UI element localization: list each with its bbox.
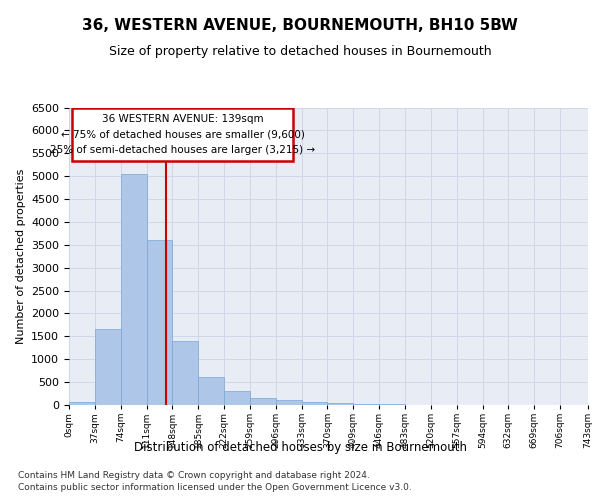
Bar <box>250 398 276 405</box>
Bar <box>328 402 353 405</box>
Bar <box>224 392 250 405</box>
Text: Distribution of detached houses by size in Bournemouth: Distribution of detached houses by size … <box>133 441 467 454</box>
Text: Size of property relative to detached houses in Bournemouth: Size of property relative to detached ho… <box>109 45 491 58</box>
Text: Contains public sector information licensed under the Open Government Licence v3: Contains public sector information licen… <box>18 483 412 492</box>
Bar <box>276 400 302 405</box>
Text: Contains HM Land Registry data © Crown copyright and database right 2024.: Contains HM Land Registry data © Crown c… <box>18 471 370 480</box>
Bar <box>302 402 328 405</box>
Bar <box>121 174 146 405</box>
Bar <box>353 404 379 405</box>
FancyBboxPatch shape <box>73 108 293 161</box>
Bar <box>198 376 224 405</box>
Bar <box>69 402 95 405</box>
Bar <box>379 404 405 405</box>
Text: 36, WESTERN AVENUE, BOURNEMOUTH, BH10 5BW: 36, WESTERN AVENUE, BOURNEMOUTH, BH10 5B… <box>82 18 518 32</box>
Bar <box>172 341 198 405</box>
Text: 36 WESTERN AVENUE: 139sqm
← 75% of detached houses are smaller (9,600)
25% of se: 36 WESTERN AVENUE: 139sqm ← 75% of detac… <box>50 114 315 156</box>
Y-axis label: Number of detached properties: Number of detached properties <box>16 168 26 344</box>
Bar <box>146 240 172 405</box>
Bar <box>95 330 121 405</box>
